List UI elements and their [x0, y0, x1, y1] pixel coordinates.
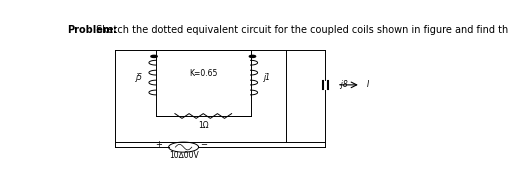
Text: K=0.65: K=0.65 [189, 69, 217, 78]
Text: −: − [200, 140, 207, 149]
Text: 10∆00V: 10∆00V [169, 150, 199, 160]
Text: +: + [155, 140, 162, 149]
Circle shape [249, 55, 256, 57]
Text: -j8: -j8 [339, 80, 349, 89]
Text: Sketch the dotted equivalent circuit for the coupled coils shown in figure and f: Sketch the dotted equivalent circuit for… [93, 25, 508, 35]
Text: j5: j5 [136, 73, 143, 82]
Text: I: I [367, 80, 369, 89]
Text: j1: j1 [264, 73, 271, 82]
Circle shape [151, 55, 157, 57]
Text: Problem:: Problem: [68, 25, 117, 35]
Text: 1Ω: 1Ω [198, 121, 209, 130]
